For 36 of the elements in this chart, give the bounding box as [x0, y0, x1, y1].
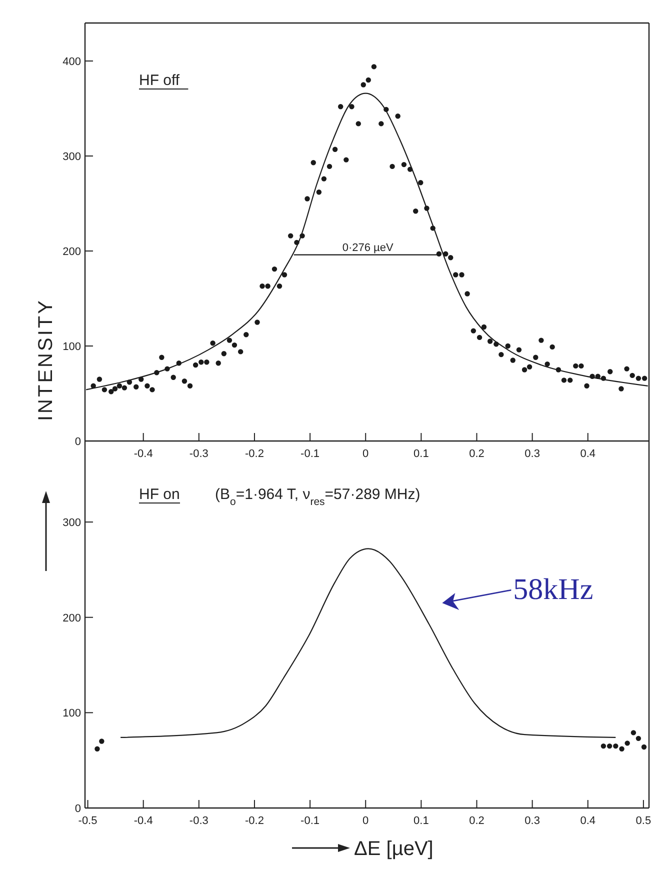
x-tick-label: -0.3: [189, 448, 208, 460]
y-axis-title: INTENSITY: [35, 298, 57, 421]
x-tick-label: 0.2: [469, 448, 484, 460]
x-axis-title: ΔE [µeV]: [354, 838, 434, 860]
x-tick-label: -0.4: [134, 815, 153, 827]
x-tick-label: -0.4: [134, 448, 153, 460]
x-tick-label: 0: [362, 815, 369, 827]
y-tick-label: 100: [62, 708, 81, 720]
x-tick-label: 0.1: [414, 448, 429, 460]
y-tick-label: 400: [62, 56, 81, 68]
y-tick-label: 200: [62, 246, 81, 258]
x-tick-label: 0.1: [414, 815, 429, 827]
text: HF off: [139, 72, 180, 89]
x-tick-label: 0.3: [524, 815, 540, 827]
x-tick-label: 0.5: [636, 815, 652, 827]
text: HF on: [139, 486, 180, 503]
y-tick-label: 300: [62, 151, 81, 163]
x-tick-label: 0.2: [469, 815, 484, 827]
x-tick-label: -0.5: [78, 815, 98, 827]
y-tick-label: 100: [62, 341, 81, 353]
x-tick-label: -0.1: [300, 815, 320, 827]
y-tick-label: 0: [74, 803, 81, 815]
y-tick-label: 0: [74, 436, 81, 448]
x-tick-label: 0.4: [580, 815, 596, 827]
annotation: 58kHz: [513, 573, 594, 606]
x-tick-label: 0.4: [580, 448, 596, 460]
x-tick-label: -0.3: [189, 815, 208, 827]
annotation: 0·276 µeV: [342, 242, 394, 254]
y-tick-label: 300: [62, 517, 81, 530]
x-tick-label: -0.1: [300, 448, 320, 460]
x-tick-label: -0.2: [244, 815, 264, 827]
text: (B$_{o}$=1·964 T, ν$_{res}$=57·289 MHz): [215, 486, 420, 508]
x-tick-label: 0: [362, 448, 369, 460]
y-tick-label: 200: [62, 612, 81, 624]
x-tick-label: 0.3: [524, 448, 540, 460]
x-tick-label: -0.2: [244, 448, 264, 460]
